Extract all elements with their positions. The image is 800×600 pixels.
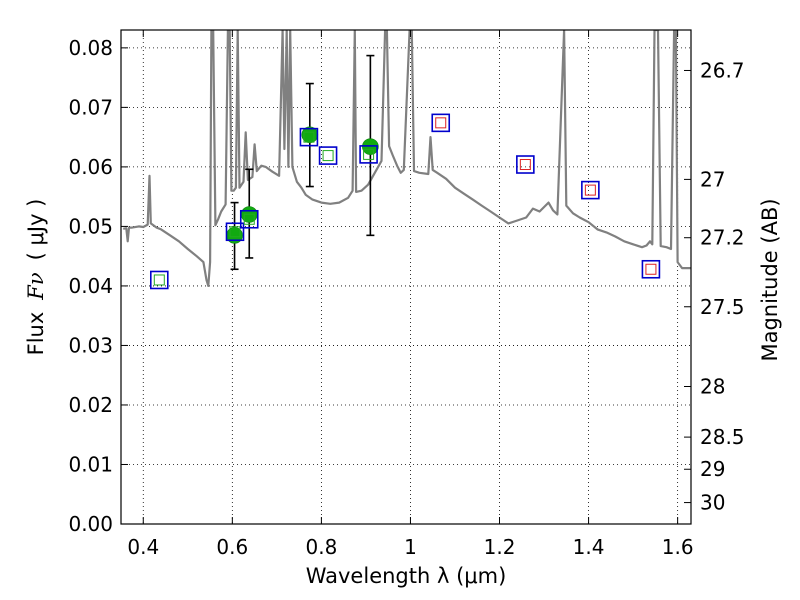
band-marker-outer [581,180,600,200]
y-axis-label: Flux Fν ( μJy ) [24,199,48,356]
band-marker-inner [322,150,334,162]
x-tick-label: 1.6 [662,535,694,559]
y-tick-label: 0.05 [68,214,113,238]
band-marker-inner [435,117,447,129]
band-marker-outer [318,146,338,165]
x-tick-label: 0.6 [216,535,248,559]
y-axis-label-symbol: Fν [24,272,48,301]
band-marker-outer [641,259,661,279]
x-axis-label: Wavelength λ (μm) [306,564,507,588]
y-axis-label-unit: ( μJy ) [24,199,48,261]
band-marker-outer [431,113,451,133]
y-tick-label: 0.02 [68,393,113,417]
band-marker-inner [519,159,531,171]
y-tick-label: 0.03 [68,333,113,357]
model-spectrum-line [122,30,691,287]
band-marker-outer [516,155,535,174]
band-markers [149,113,661,290]
y-tick-label: 0.07 [68,95,113,119]
band-marker-outer [239,209,259,229]
axis-ticks [121,30,691,525]
y2-tick-label: 28.5 [700,425,745,449]
y2-tick-label: 27.5 [700,295,745,319]
y2-tick-label: 30 [700,491,725,515]
y2-tick-label: 27.2 [700,226,745,250]
y-tick-label: 0.08 [68,36,113,60]
y-axis-label-prefix: Flux [24,312,48,356]
band-marker-outer [225,222,245,242]
x-tick-label: 1.4 [573,535,605,559]
y2-tick-label: 26.7 [700,58,745,82]
x-tick-label: 0.8 [305,535,337,559]
y-tick-label: 0.01 [68,452,113,476]
x-tick-label: 1 [404,535,417,559]
band-marker-inner [584,184,596,196]
band-marker-outer [149,270,169,290]
band-marker-inner [229,226,241,238]
plot-frame [120,29,692,525]
y-tick-label: 0.00 [68,512,113,536]
band-marker-inner [243,213,255,225]
y-tick-label: 0.06 [68,155,113,179]
y-tick-label: 0.04 [68,274,113,298]
x-tick-label: 1.2 [484,535,516,559]
band-marker-inner [645,263,657,275]
band-marker-inner [303,131,315,143]
y2-tick-label: 28 [700,375,725,399]
y2-tick-label: 29 [700,457,725,481]
band-marker-inner [363,148,375,160]
y2-tick-label: 27 [700,167,725,191]
band-marker-outer [299,127,319,147]
band-marker-outer [359,145,378,164]
x-tick-labels: 0.4 0.6 0.8 1 1.2 1.4 1.6 [127,535,693,559]
band-marker-inner [153,274,165,286]
x-tick-label: 0.4 [127,535,159,559]
y2-axis-label: Magnitude (AB) [758,198,782,361]
spectrum-layer [122,30,691,287]
y2-tick-labels: 26.7 27 27.2 27.5 28 28.5 29 30 [700,58,745,514]
y-tick-labels: 0.00 0.01 0.02 0.03 0.04 0.05 0.06 0.07 0.08 [68,36,113,536]
